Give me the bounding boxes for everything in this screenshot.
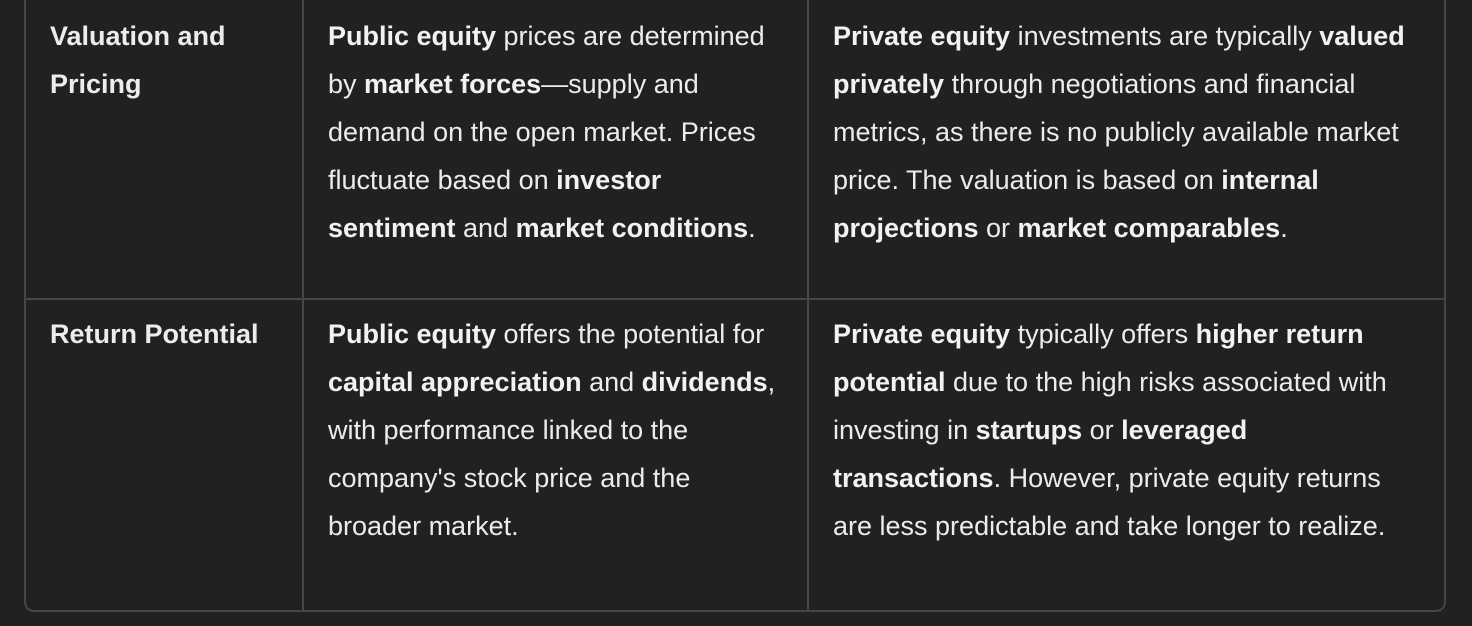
text: —supply and demand on the open market. P…	[328, 69, 756, 195]
bold-text: market comparables	[1017, 213, 1281, 243]
text: or	[978, 213, 1018, 243]
text: and	[581, 367, 642, 397]
table-row: Valuation and Pricing Public equity pric…	[26, 0, 1444, 300]
bold-text: internal projections	[833, 165, 1319, 243]
bold-text: investor sentiment	[328, 165, 662, 243]
text: .	[1280, 213, 1288, 243]
table-row: Return Potential Public equity offers th…	[26, 299, 1444, 610]
bold-text: leveraged transactions	[833, 415, 1248, 493]
bold-text: dividends	[641, 367, 768, 397]
row-label: Return Potential	[26, 299, 304, 610]
bold-text: Private equity	[833, 21, 1011, 51]
bold-text: Private equity	[833, 319, 1011, 349]
text: through negotiations and financial metri…	[833, 69, 1399, 195]
text: and	[455, 213, 516, 243]
text: due to the high risks associated with in…	[833, 367, 1387, 445]
bold-text: Public equity	[328, 21, 497, 51]
bold-text: valued privately	[833, 21, 1405, 99]
bold-text: market forces	[364, 69, 542, 99]
text: .	[748, 213, 756, 243]
text: investments are typically	[1010, 21, 1320, 51]
bold-text: startups	[975, 415, 1083, 445]
row-label: Valuation and Pricing	[26, 0, 304, 300]
public-equity-cell: Public equity prices are determined by m…	[303, 0, 809, 300]
public-equity-cell: Public equity offers the potential for c…	[303, 299, 809, 610]
text: , with performance linked to the company…	[328, 367, 776, 541]
private-equity-cell: Private equity investments are typically…	[808, 0, 1444, 300]
bold-text: market conditions	[515, 213, 749, 243]
text: . However, private equity returns are le…	[833, 463, 1386, 541]
bold-text: Public equity	[328, 319, 497, 349]
private-equity-cell: Private equity typically offers higher r…	[808, 299, 1444, 610]
comparison-table: Valuation and Pricing Public equity pric…	[26, 0, 1444, 610]
bold-text: capital appreciation	[328, 367, 582, 397]
text: offers the potential for	[496, 319, 765, 349]
text: prices are determined by	[328, 21, 765, 99]
text: or	[1082, 415, 1122, 445]
bold-text: higher return potential	[833, 319, 1364, 397]
text: typically offers	[1010, 319, 1196, 349]
comparison-table-container: Valuation and Pricing Public equity pric…	[24, 0, 1446, 612]
